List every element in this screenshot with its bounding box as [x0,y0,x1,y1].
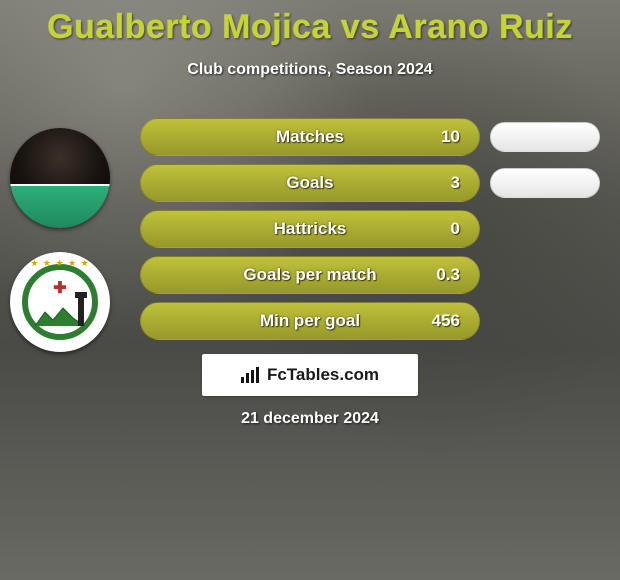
stat-row-hattricks: Hattricks 0 [0,210,620,256]
stat-row-goals: Goals 3 [0,164,620,210]
stat-left-pill [140,118,480,156]
footer-date: 21 december 2024 [0,410,620,428]
stat-right-pill [490,122,600,152]
stat-row-matches: Matches 10 [0,118,620,164]
page-subtitle: Club competitions, Season 2024 [0,61,620,79]
brand-label-prefix: Fc [267,365,287,384]
brand-box[interactable]: FcTables.com [202,354,418,396]
stat-value-left: 0 [451,210,460,248]
brand-label: FcTables.com [267,365,379,385]
stat-left-pill [140,302,480,340]
page-title: Gualberto Mojica vs Arano Ruiz [0,0,620,47]
bar-chart-icon [241,367,261,383]
stat-row-goals-per-match: Goals per match 0.3 [0,256,620,302]
page-root: Gualberto Mojica vs Arano Ruiz Club comp… [0,0,620,580]
stat-value-left: 0.3 [436,256,460,294]
stat-row-min-per-goal: Min per goal 456 [0,302,620,348]
stat-value-left: 456 [432,302,460,340]
stat-left-pill [140,164,480,202]
brand-label-suffix: Tables.com [287,365,379,384]
stat-left-pill [140,256,480,294]
stat-value-left: 3 [451,164,460,202]
stat-value-left: 10 [441,118,460,156]
stat-right-pill [490,168,600,198]
stat-left-pill [140,210,480,248]
